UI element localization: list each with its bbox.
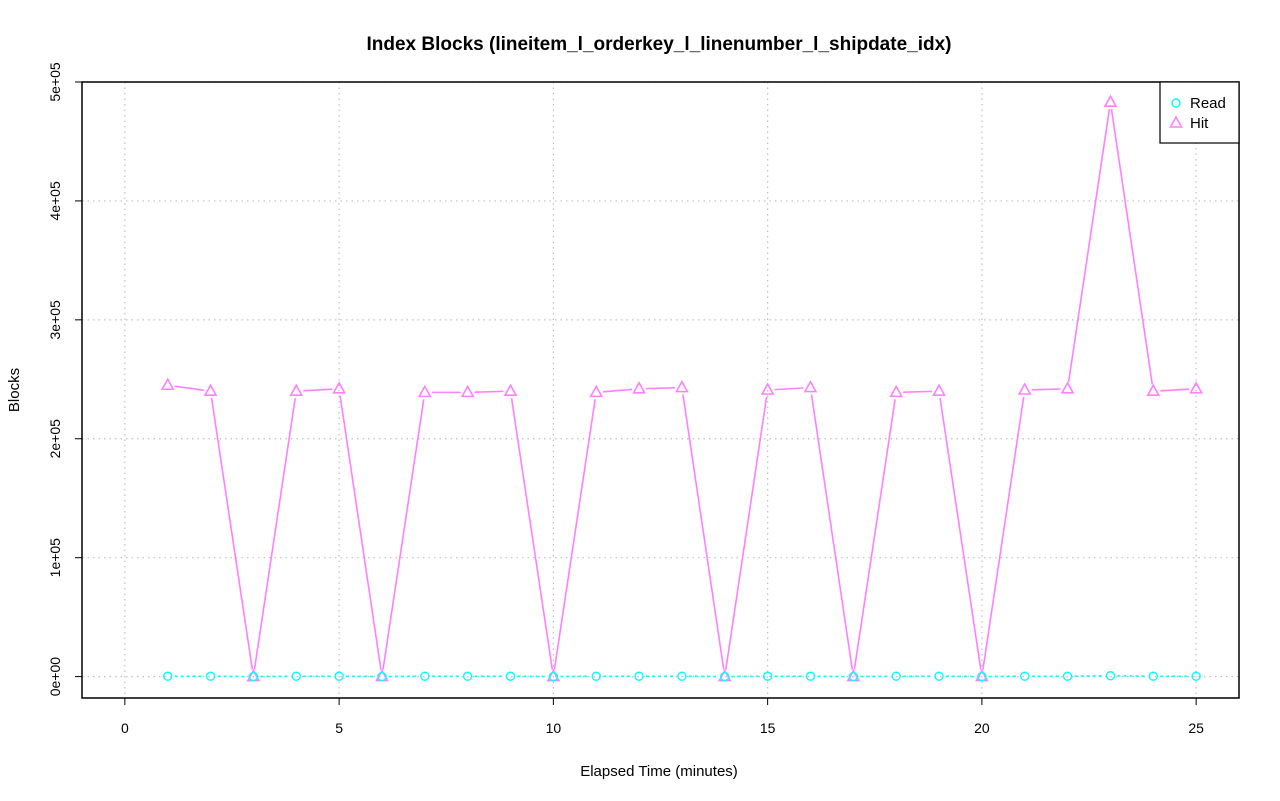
y-axis-label: Blocks [6,368,23,412]
series-hit-point [203,383,218,396]
series-hit-segment [603,388,633,393]
series-read-point [977,671,987,682]
series-hit-point [803,379,818,393]
x-tick-label: 0 [121,720,129,736]
x-tick-label: 20 [974,720,990,736]
legend-marker-read [1171,98,1181,108]
series-read-point [677,671,687,681]
legend-marker-hit [1169,115,1183,128]
y-tick-label: 5e+05 [47,62,63,102]
series-hit-point [632,381,646,394]
chart-title: Index Blocks (lineitem_l_orderkey_l_line… [367,34,952,55]
series-read-point [163,671,173,681]
x-tick-label: 5 [335,720,343,736]
series-hit-segment [1110,109,1154,385]
series-hit-point [932,383,946,396]
y-tick-label: 4e+05 [47,181,63,221]
series-hit-segment [303,388,333,392]
series-hit-segment [810,394,854,670]
series-read-point [634,671,644,681]
series-hit-segment [553,399,596,670]
y-axis: 0e+00 1e+05 2e+05 3e+05 4e+05 5e+05 [47,62,82,696]
series-hit-point [1017,382,1032,395]
series-hit-point [760,382,775,395]
series-read [163,671,1201,682]
series-hit [160,94,1204,682]
series-hit-segment [903,390,933,393]
series-read-point [891,671,901,681]
series-hit-point [332,381,346,394]
series-hit-point [1103,94,1118,108]
series-layer [160,94,1204,682]
series-read-point [377,671,387,682]
series-hit-segment [510,397,554,670]
series-hit-point [589,384,604,398]
series-hit-segment [682,394,725,670]
series-hit-segment [474,390,504,393]
series-read-point [848,671,859,682]
series-read-point [1062,671,1073,681]
series-read-point [548,671,559,682]
x-axis: 0 5 10 15 20 25 [121,698,1204,736]
series-hit-point [460,384,475,398]
series-hit-segment [1067,109,1111,383]
series-hit-point [503,383,518,396]
legend-label-hit: Hit [1190,115,1209,132]
y-tick-label: 2e+05 [47,419,63,459]
series-hit-segment [210,397,254,670]
series-read-point [1020,671,1030,681]
y-tick-label: 3e+05 [47,300,63,340]
series-hit-segment [939,397,982,670]
series-read-point [720,671,730,682]
series-read-point [1105,671,1116,681]
x-tick-label: 15 [760,720,776,736]
series-read-point [248,671,259,682]
series-hit-segment [646,387,675,390]
series-hit-point [889,384,904,398]
series-read-point [291,671,301,681]
series-hit-segment [382,399,425,670]
series-read-point [1191,671,1201,681]
series-hit-segment [253,397,297,670]
series-read-point [805,671,816,681]
series-read-point [420,671,430,681]
series-read-point [1148,671,1158,681]
series-hit-segment [1031,388,1061,391]
x-axis-label: Elapsed Time (minutes) [580,763,738,780]
series-hit-point [1189,381,1204,394]
y-tick-label: 1e+05 [47,538,63,578]
y-tick-label: 0e+00 [47,657,63,697]
series-hit-segment [982,396,1025,670]
series-read-point [591,671,601,681]
series-hit-segment [853,399,896,670]
series-read-point [762,671,773,681]
x-tick-label: 25 [1188,720,1204,736]
legend-box [1159,81,1240,144]
legend: Read Hit [1159,81,1240,144]
series-hit-point [417,384,432,398]
x-tick-label: 10 [546,720,562,736]
series-hit-segment [1160,388,1190,392]
series-hit-segment [174,385,204,392]
series-hit-point [675,379,689,393]
series-hit-point [289,383,304,396]
series-read-point [462,671,473,681]
series-read-point [205,671,216,681]
series-hit-segment [339,395,382,670]
series-hit-point [160,377,175,391]
legend-label-read: Read [1190,95,1226,112]
series-read-point [334,671,344,681]
series-read-point [505,671,516,681]
series-hit-segment [774,387,804,391]
series-read-point [934,671,944,681]
plot-frame [81,81,1240,699]
series-hit-point [1146,383,1161,396]
series-hit-point [1060,381,1075,394]
series-hit-segment [725,396,768,670]
grid [82,81,1239,698]
